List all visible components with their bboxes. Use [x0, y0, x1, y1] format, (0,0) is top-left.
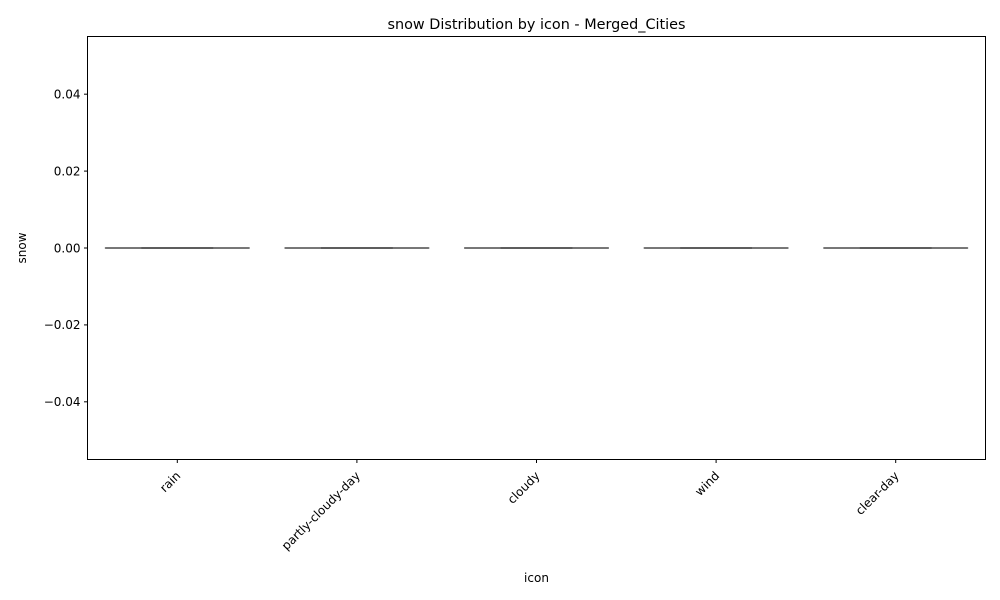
x-axis-label: icon [524, 571, 549, 585]
x-tick-label: clear-day [853, 469, 902, 518]
y-axis: −0.04 −0.02 0.00 0.02 0.04 [44, 87, 88, 409]
y-tick-label: −0.02 [44, 318, 81, 332]
y-tick-label: 0.00 [54, 241, 81, 255]
y-tick-label: 0.04 [54, 87, 81, 101]
y-tick-label: 0.02 [54, 164, 81, 178]
x-tick-label: wind [692, 469, 722, 499]
chart-title: snow Distribution by icon - Merged_Citie… [388, 17, 686, 33]
y-axis-label: snow [15, 232, 29, 263]
x-tick-label: rain [157, 469, 183, 495]
x-axis: rain partly-cloudy-day cloudy wind clear-day [157, 459, 902, 553]
x-tick-label: cloudy [505, 469, 543, 507]
x-tick-label: partly-cloudy-day [279, 469, 363, 553]
y-tick-label: −0.04 [44, 395, 81, 409]
